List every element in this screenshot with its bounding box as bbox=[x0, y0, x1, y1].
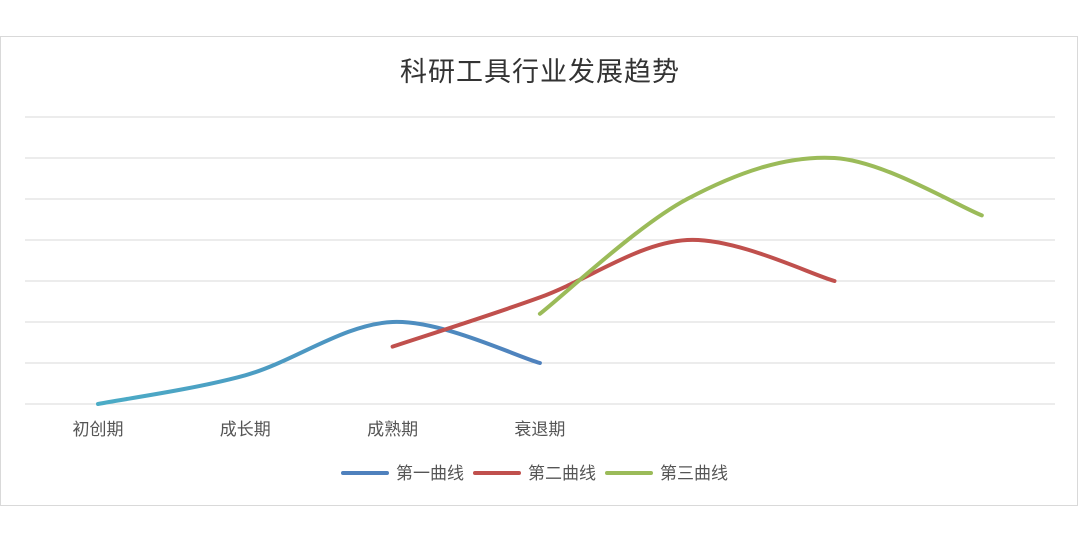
series-line-1 bbox=[96, 319, 542, 406]
x-tick-label: 成长期 bbox=[220, 420, 271, 440]
x-tick-label: 衰退期 bbox=[514, 420, 565, 440]
legend-label: 第二曲线 bbox=[528, 464, 596, 484]
legend-item-1: 第一曲线 bbox=[341, 464, 464, 484]
chart-frame bbox=[0, 36, 1078, 506]
series-line-3 bbox=[537, 155, 984, 316]
legend-label: 第一曲线 bbox=[396, 464, 464, 484]
legend-item-3: 第三曲线 bbox=[605, 464, 728, 484]
legend-item-2: 第二曲线 bbox=[473, 464, 596, 484]
chart-title: 科研工具行业发展趋势 bbox=[400, 57, 680, 88]
series-line-2 bbox=[390, 237, 837, 349]
x-tick-label: 成熟期 bbox=[367, 419, 418, 440]
x-tick-label: 初创期 bbox=[73, 420, 124, 440]
legend-label: 第三曲线 bbox=[660, 464, 728, 484]
